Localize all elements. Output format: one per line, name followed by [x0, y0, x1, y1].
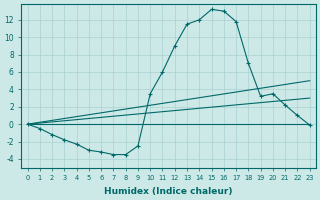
X-axis label: Humidex (Indice chaleur): Humidex (Indice chaleur) — [104, 187, 233, 196]
